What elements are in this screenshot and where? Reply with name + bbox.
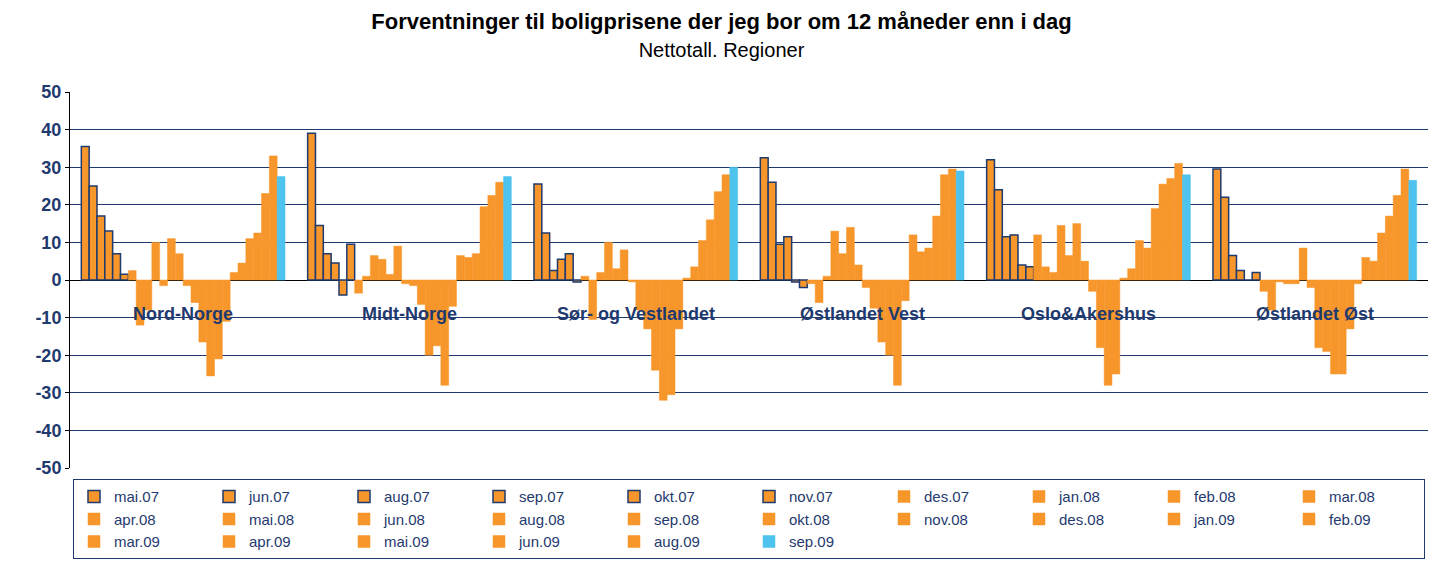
svg-text:mai.08: mai.08 [249,511,294,528]
svg-text:-10: -10 [35,308,61,328]
svg-text:Forventninger til boligprisene: Forventninger til boligprisene der jeg b… [371,9,1071,62]
svg-text:50: 50 [41,82,61,102]
svg-text:feb.09: feb.09 [1329,511,1371,528]
svg-text:des.07: des.07 [924,488,969,505]
svg-text:aug.09: aug.09 [654,533,700,550]
svg-text:Oslo&Akershus: Oslo&Akershus [1021,304,1156,324]
svg-text:mai.09: mai.09 [384,533,429,550]
svg-text:sep.07: sep.07 [519,488,564,505]
svg-text:Midt-Norge: Midt-Norge [362,304,457,324]
svg-text:mar.09: mar.09 [114,533,160,550]
svg-text:Sør- og Vestlandet: Sør- og Vestlandet [557,304,715,324]
svg-text:aug.07: aug.07 [384,488,430,505]
svg-text:-20: -20 [35,346,61,366]
svg-text:Østlandet Øst: Østlandet Øst [1256,304,1374,324]
svg-text:20: 20 [41,195,61,215]
svg-text:-50: -50 [35,458,61,478]
svg-text:sep.09: sep.09 [789,533,834,550]
svg-text:aug.08: aug.08 [519,511,565,528]
svg-text:jan.09: jan.09 [1193,511,1235,528]
svg-text:sep.08: sep.08 [654,511,699,528]
svg-text:apr.09: apr.09 [249,533,291,550]
svg-text:nov.07: nov.07 [789,488,833,505]
svg-text:10: 10 [41,233,61,253]
svg-text:apr.08: apr.08 [114,511,156,528]
svg-text:-40: -40 [35,421,61,441]
svg-text:40: 40 [41,120,61,140]
svg-text:okt.08: okt.08 [789,511,830,528]
svg-text:Østlandet Vest: Østlandet Vest [800,304,925,324]
svg-text:-30: -30 [35,383,61,403]
svg-text:mar.08: mar.08 [1329,488,1375,505]
svg-text:feb.08: feb.08 [1194,488,1236,505]
svg-text:nov.08: nov.08 [924,511,968,528]
svg-text:jun.08: jun.08 [383,511,425,528]
svg-text:Nord-Norge: Nord-Norge [133,304,233,324]
svg-text:okt.07: okt.07 [654,488,695,505]
svg-text:mai.07: mai.07 [114,488,159,505]
svg-text:jun.07: jun.07 [248,488,290,505]
svg-text:des.08: des.08 [1059,511,1104,528]
svg-text:jan.08: jan.08 [1058,488,1100,505]
svg-text:jun.09: jun.09 [518,533,560,550]
svg-text:30: 30 [41,158,61,178]
svg-text:0: 0 [51,270,61,290]
